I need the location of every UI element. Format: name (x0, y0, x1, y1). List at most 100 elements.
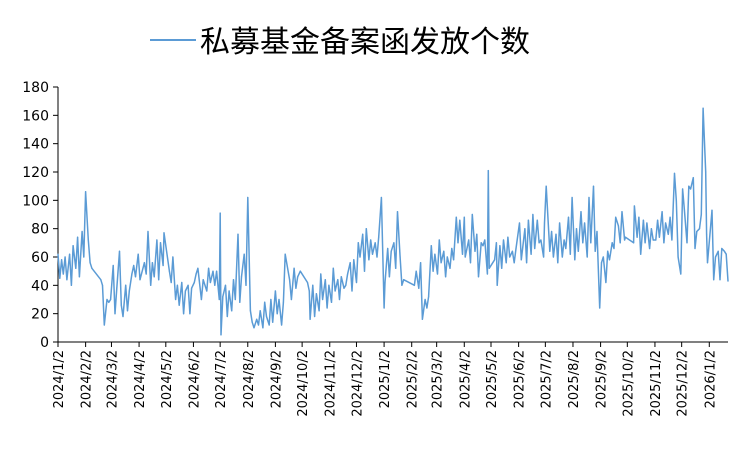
data-point (680, 273, 682, 275)
data-point (477, 276, 480, 278)
data-point (308, 290, 310, 292)
data-point (70, 284, 72, 286)
data-point (376, 256, 378, 258)
data-point (340, 276, 342, 278)
data-point (365, 228, 367, 230)
data-point (249, 310, 251, 312)
data-point (445, 276, 447, 278)
x-tick-label: 2025/5/2 (485, 350, 500, 408)
x-tick-label: 2024/3/2 (105, 350, 120, 408)
data-point (600, 262, 603, 264)
data-point (281, 324, 283, 326)
x-tick-label: 2024/10/2 (296, 350, 311, 417)
data-point (698, 228, 701, 230)
data-point (574, 259, 576, 261)
data-point (189, 313, 191, 315)
data-point (357, 242, 359, 244)
data-point (219, 212, 221, 214)
data-point (314, 315, 316, 318)
data-point (110, 298, 112, 301)
data-point (330, 301, 333, 303)
data-point (511, 250, 513, 252)
x-tick-label: 2025/11/2 (649, 350, 664, 417)
data-point (264, 301, 266, 303)
data-point (509, 256, 511, 258)
data-point (403, 279, 405, 281)
data-point (608, 259, 611, 261)
data-point (440, 262, 442, 264)
data-point (552, 256, 555, 258)
data-point (234, 298, 236, 301)
y-tick-label: 100 (22, 193, 49, 209)
data-point (237, 233, 239, 235)
data-point (193, 281, 195, 284)
data-point (297, 276, 299, 278)
x-tick-label: 2025/6/2 (513, 350, 528, 408)
data-point (396, 211, 399, 213)
data-point (66, 279, 68, 281)
data-point (206, 290, 208, 292)
data-point (584, 222, 586, 224)
data-point (561, 256, 563, 258)
data-point (353, 259, 355, 261)
data-point (401, 284, 403, 286)
data-point (172, 256, 174, 258)
data-point (711, 209, 713, 211)
data-point (683, 208, 685, 210)
data-point (449, 267, 451, 269)
data-point (126, 310, 129, 312)
data-point (665, 222, 667, 224)
data-point (122, 315, 124, 318)
data-point (78, 276, 80, 278)
data-point (524, 228, 526, 230)
data-point (293, 267, 295, 269)
data-point (318, 310, 320, 312)
data-point (633, 205, 636, 207)
data-point (602, 256, 604, 258)
data-point (139, 279, 141, 281)
data-point (696, 230, 698, 233)
data-point (487, 170, 489, 172)
data-point (57, 253, 59, 255)
data-point (390, 250, 392, 252)
data-point (471, 213, 473, 216)
data-point (705, 171, 707, 173)
data-point (384, 281, 386, 284)
data-point (226, 315, 228, 318)
data-point (650, 228, 653, 230)
data-point (112, 264, 114, 267)
x-tick-label: 2025/10/2 (621, 350, 636, 417)
data-point (488, 267, 490, 269)
data-point (469, 262, 472, 264)
data-point (322, 298, 324, 301)
data-point (621, 211, 623, 213)
data-point (334, 290, 336, 292)
data-point (624, 236, 627, 238)
data-point (538, 242, 540, 244)
data-point (501, 267, 503, 269)
data-point (688, 185, 690, 187)
data-point (290, 298, 292, 301)
data-point (91, 267, 93, 269)
data-point (231, 310, 233, 312)
data-point (62, 273, 64, 275)
data-point (495, 242, 497, 244)
y-tick-label: 120 (22, 165, 49, 181)
data-point (706, 262, 709, 264)
data-point (727, 280, 729, 282)
data-point (100, 279, 102, 281)
data-point (721, 247, 723, 250)
data-point (87, 239, 89, 241)
data-point (436, 273, 439, 275)
x-tick-label: 2025/4/2 (458, 350, 473, 408)
data-point (706, 233, 708, 235)
data-point (151, 262, 153, 264)
data-point (520, 259, 522, 261)
data-point (268, 324, 270, 326)
data-point (147, 230, 149, 233)
data-point (337, 279, 339, 281)
series-layer (57, 107, 729, 336)
y-tick-label: 60 (31, 250, 49, 266)
data-point (359, 256, 361, 258)
x-tick-label: 2024/5/2 (160, 350, 175, 408)
